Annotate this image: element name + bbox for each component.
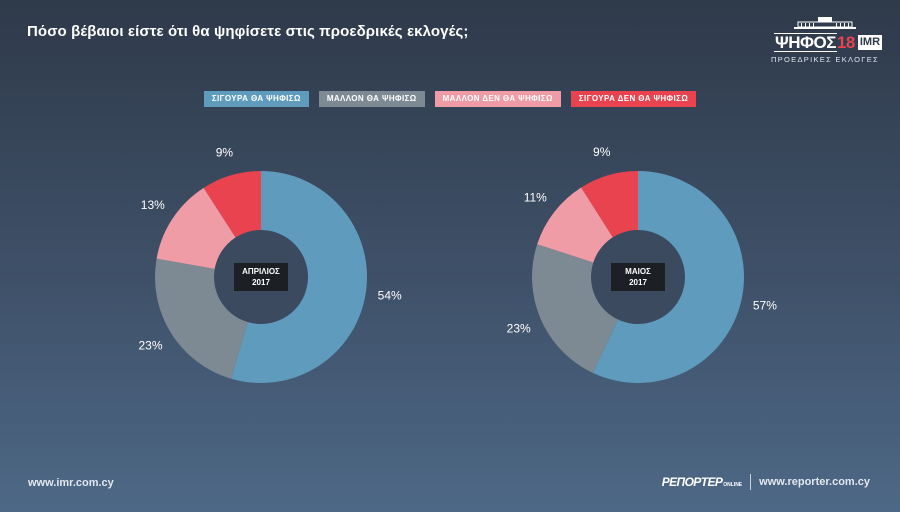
chart-legend: ΣΙΓΟΥΡΑ ΘΑ ΨΗΦΙΣΩ ΜΑΛΛΟΝ ΘΑ ΨΗΦΙΣΩ ΜΑΛΛΟ… [0, 91, 900, 107]
donut-2-period-box [611, 263, 665, 291]
logo-subtitle: ΠΡΟΕΔΡΙΚΕΣ ΕΚΛΟΓΕΣ [771, 55, 879, 64]
footer-right: ΡΕΠΟΡΤΕΡONLINE www.reporter.com.cy [662, 474, 870, 490]
parliament-building-icon [794, 17, 856, 29]
logo-brand-number: 18 [836, 32, 855, 52]
donut-1-value-label-definitely-not-vote: 9% [216, 145, 234, 159]
donut-2-period-label-2: 2017 [629, 278, 647, 287]
legend-item-probably-not-vote: ΜΑΛΛΟΝ ΔΕΝ ΘΑ ΨΗΦΙΣΩ [434, 91, 561, 107]
donut-1-value-label-probably-vote: 23% [138, 339, 162, 353]
donut-2-value-label-definitely-not-vote: 9% [593, 145, 611, 159]
reporter-logo-suffix: ONLINE [723, 482, 743, 488]
psifos18-logo: ΨΗΦΟΣ 18 IMR ΠΡΟΕΔΡΙΚΕΣ ΕΚΛΟΓΕΣ [770, 16, 883, 64]
legend-item-definitely-vote: ΣΙΓΟΥΡΑ ΘΑ ΨΗΦΙΣΩ [203, 91, 309, 107]
donut-1-value-label-definitely-vote: 54% [378, 289, 402, 303]
page-title: Πόσο βέβαιοι είστε ότι θα ψηφίσετε στις … [27, 23, 469, 40]
donut-2-value-label-probably-vote: 23% [507, 322, 531, 336]
reporter-logo: ΡΕΠΟΡΤΕΡONLINE [662, 475, 742, 489]
imr-badge: IMR [857, 34, 883, 50]
reporter-website-link[interactable]: www.reporter.com.cy [759, 476, 870, 488]
legend-item-probably-vote: ΜΑΛΛΟΝ ΘΑ ΨΗΦΙΣΩ [318, 91, 425, 107]
donut-1-value-label-probably-not-vote: 13% [141, 198, 165, 212]
logo-brand: ΨΗΦΟΣ 18 IMR [774, 32, 883, 52]
donut-1-period-label-2: 2017 [252, 278, 270, 287]
donut-2-value-label-definitely-vote: 57% [753, 298, 777, 312]
imr-website-link[interactable]: www.imr.com.cy [28, 477, 114, 489]
logo-brand-text: ΨΗΦΟΣ [774, 32, 837, 52]
legend-item-definitely-not-vote: ΣΙΓΟΥΡΑ ΔΕΝ ΘΑ ΨΗΦΙΣΩ [570, 91, 697, 107]
donut-2-value-label-probably-not-vote: 11% [524, 190, 547, 204]
donut-1-period-box [234, 263, 288, 291]
donut-2-period-label-1: ΜΑΙΟΣ [625, 267, 651, 276]
footer-divider [750, 474, 752, 490]
reporter-logo-text: ΡΕΠΟΡΤΕΡ [661, 475, 723, 489]
donut-1-period-label-1: ΑΠΡΙΛΙΟΣ [242, 267, 280, 276]
